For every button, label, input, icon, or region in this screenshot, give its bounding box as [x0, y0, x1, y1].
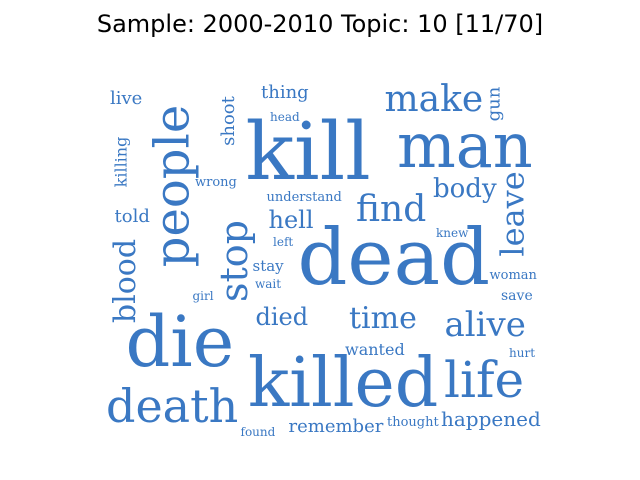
word-life: life: [444, 351, 525, 409]
word-alive: alive: [444, 305, 526, 345]
word-hell: hell: [268, 206, 314, 234]
word-stop: stop: [211, 220, 256, 302]
word-die: die: [125, 301, 235, 383]
word-blood: blood: [108, 238, 144, 324]
word-killed: killed: [248, 344, 439, 423]
word-knew: knew: [436, 226, 469, 240]
word-head: head: [270, 110, 300, 124]
word-save: save: [501, 288, 533, 304]
word-shoot: shoot: [217, 96, 239, 146]
word-make: make: [384, 79, 484, 120]
word-hurt: hurt: [509, 346, 536, 360]
word-understand: understand: [266, 189, 342, 205]
word-dead: dead: [297, 213, 491, 303]
word-body: body: [433, 174, 497, 204]
word-found: found: [240, 425, 276, 439]
word-leave: leave: [493, 171, 532, 257]
word-killing: killing: [110, 136, 130, 188]
word-remember: remember: [288, 416, 384, 437]
word-woman: woman: [489, 267, 537, 283]
word-time: time: [349, 301, 417, 336]
word-left: left: [273, 235, 294, 249]
word-find: find: [356, 189, 427, 230]
word-wanted: wanted: [345, 340, 405, 359]
word-thought: thought: [387, 414, 439, 430]
word-kill: kill: [245, 105, 371, 198]
word-thing: thing: [261, 82, 309, 103]
word-people: people: [143, 104, 200, 268]
word-girl: girl: [192, 289, 214, 303]
word-died: died: [255, 303, 309, 331]
word-told: told: [114, 206, 150, 227]
word-wrong: wrong: [195, 174, 237, 190]
word-live: live: [110, 88, 143, 109]
word-stay: stay: [252, 256, 284, 275]
word-man: man: [397, 109, 533, 182]
word-death: death: [106, 379, 239, 433]
word-gun: gun: [482, 86, 504, 122]
chart-title: Sample: 2000-2010 Topic: 10 [11/70]: [96, 10, 544, 38]
word-happened: happened: [441, 407, 541, 431]
word-wait: wait: [255, 277, 282, 291]
